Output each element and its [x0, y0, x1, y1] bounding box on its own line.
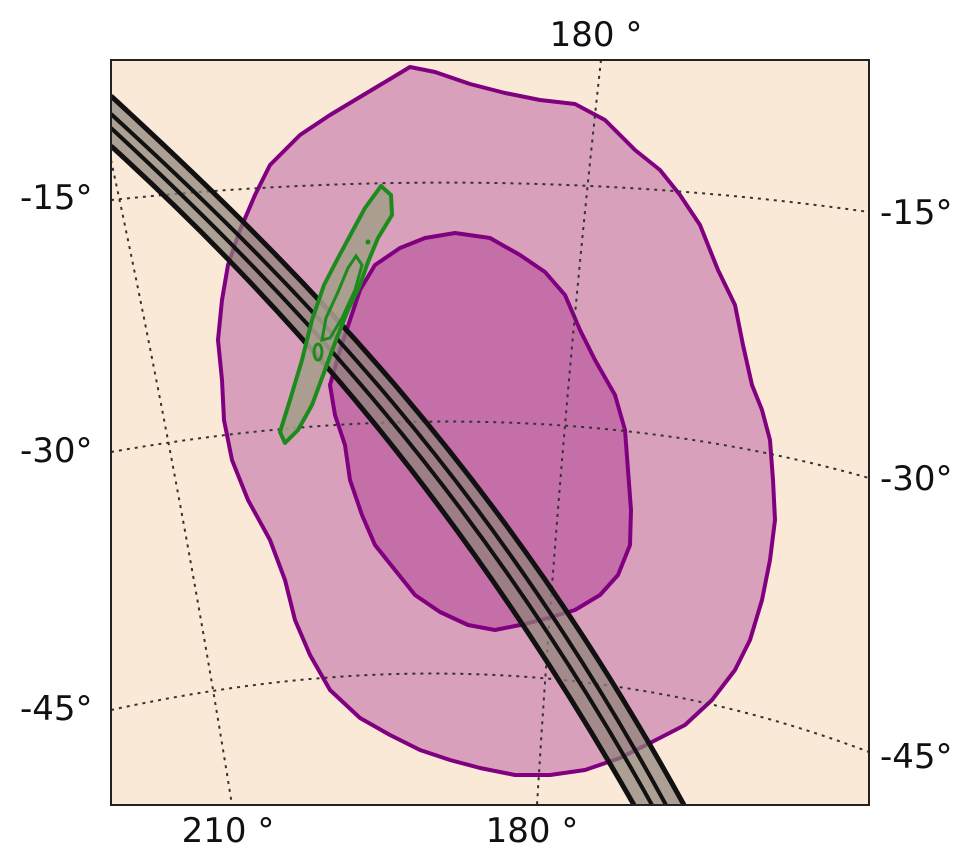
right-latitude-label-45: -45°	[880, 737, 953, 777]
green-localization-region	[278, 184, 394, 445]
plot-frame	[110, 59, 870, 806]
left-latitude-label-15: -15°	[20, 178, 93, 218]
annulus-center-line-b	[111, 126, 654, 805]
latitude-gridline-15	[111, 181, 869, 213]
bottom-longitude-label-180: 180 °	[486, 811, 579, 846]
top-longitude-label-180: 180 °	[550, 15, 643, 55]
annulus-outer-edge	[111, 94, 687, 805]
left-latitude-label-45: -45°	[20, 689, 93, 729]
longitude-gridline-180	[536, 60, 602, 805]
green-inner-contour-c	[365, 239, 371, 245]
green-inner-contour-b	[312, 342, 324, 362]
right-latitude-label-15: -15°	[880, 193, 953, 233]
left-latitude-label-30: -30°	[20, 431, 93, 471]
green-inner-contour-a	[320, 253, 364, 343]
annulus-center-line-a	[111, 112, 668, 805]
bottom-longitude-label-210: 210 °	[182, 811, 275, 846]
annulus-inner-edge	[111, 144, 637, 805]
graticule	[111, 60, 869, 805]
right-latitude-label-30: -30°	[880, 459, 953, 499]
green-outer-contour	[278, 184, 394, 445]
timing-annulus-band	[111, 94, 687, 805]
